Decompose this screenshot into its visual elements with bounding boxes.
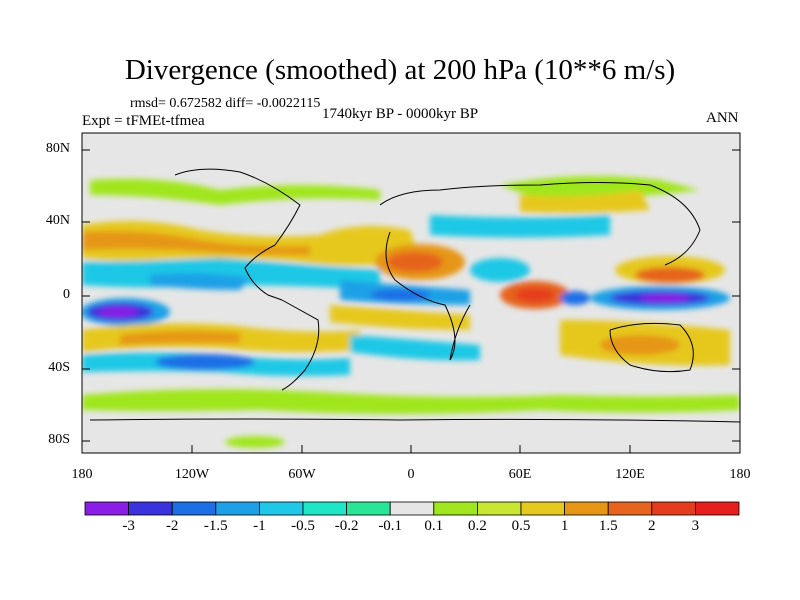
colorbar-label-4: -0.5 — [291, 518, 315, 534]
y-tick-label-40s: 40S — [48, 360, 70, 375]
colorbar-box-5 — [302, 501, 347, 516]
colorbar-label-11: 1.5 — [598, 518, 618, 534]
colorbar-box-6 — [346, 501, 391, 516]
colorbar-box-7 — [389, 501, 435, 516]
colorbar-box-4 — [258, 501, 304, 516]
x-tick-label-60e: 60E — [508, 467, 532, 482]
y-axis-ticks — [82, 149, 740, 442]
colorbar-label-12: 2 — [648, 518, 656, 534]
coastlines — [89, 168, 740, 423]
colorbar-box-11 — [564, 501, 609, 516]
colorbar-label-7: 0.1 — [424, 518, 444, 534]
colorbar-label-9: 0.5 — [511, 518, 531, 534]
divergence-field — [82, 176, 740, 448]
x-tick-label-120w: 120W — [174, 467, 210, 482]
colorbar-box-13 — [651, 501, 696, 516]
stats-line: rmsd= 0.672582 diff= -0.0022115 — [130, 96, 321, 111]
x-tick-label-180w: 180 — [71, 467, 93, 482]
colorbar-box-0 — [84, 501, 129, 516]
colorbar-label-6: -0.1 — [378, 518, 403, 534]
colorbar-box-12 — [607, 501, 653, 516]
colorbar-box-14 — [695, 501, 740, 516]
colorbar-box-9 — [476, 501, 522, 516]
colorbar-label-8: 0.2 — [468, 518, 487, 534]
colorbar-box-3 — [215, 501, 260, 516]
colorbar-label-10: 1 — [560, 518, 569, 534]
colorbar-label-0: -3 — [122, 518, 135, 534]
colorbar — [84, 501, 740, 516]
y-tick-label-40n: 40N — [45, 213, 70, 228]
y-tick-label-80n: 80N — [45, 141, 70, 156]
colorbar-label-2: -1.5 — [203, 518, 228, 534]
x-tick-label-60w: 60W — [288, 467, 316, 482]
colorbar-label-5: -0.2 — [334, 518, 359, 534]
period-label: 1740kyr BP - 0000kyr BP — [322, 106, 479, 122]
experiment-label: Expt = tFMEt-tfmea — [82, 113, 205, 129]
colorbar-label-13: 3 — [691, 518, 700, 534]
colorbar-box-10 — [520, 501, 565, 516]
x-axis-ticks — [81, 445, 741, 453]
colorbar-box-1 — [128, 501, 173, 516]
season-label: ANN — [706, 110, 739, 126]
colorbar-box-8 — [433, 501, 478, 516]
x-tick-label-180e: 180 — [729, 467, 751, 482]
colorbar-label-1: -2 — [165, 518, 179, 534]
colorbar-label-3: -1 — [253, 518, 266, 534]
x-tick-label-120e: 120E — [615, 467, 645, 482]
y-tick-label-80s: 80S — [48, 432, 70, 447]
colorbar-box-2 — [171, 501, 217, 516]
x-tick-label-0: 0 — [407, 467, 415, 482]
map-title: Divergence (smoothed) at 200 hPa (10**6 … — [124, 54, 676, 86]
y-tick-label-0: 0 — [63, 287, 70, 302]
